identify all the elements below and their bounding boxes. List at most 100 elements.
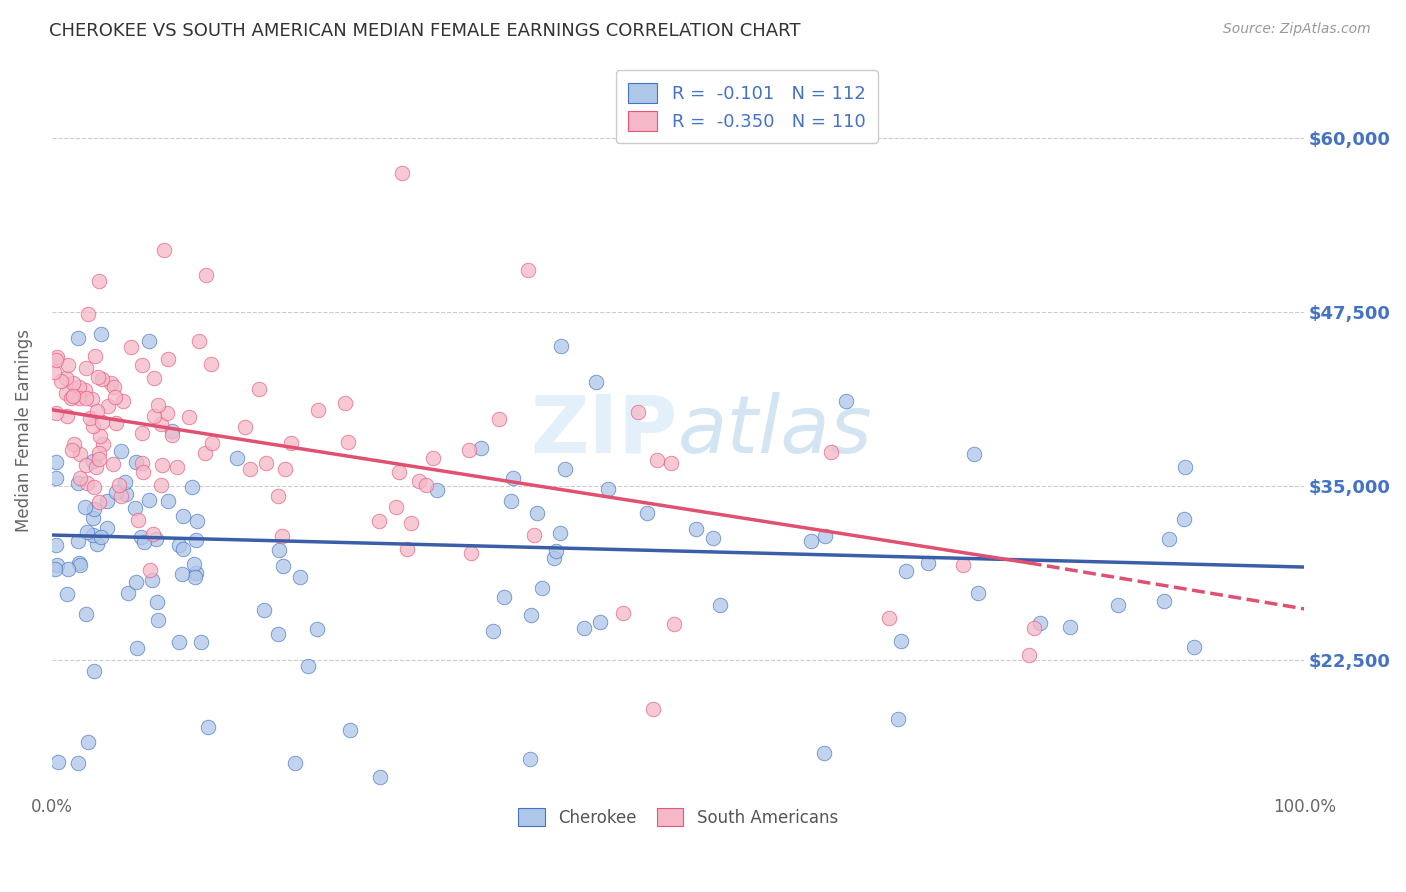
Text: Source: ZipAtlas.com: Source: ZipAtlas.com	[1223, 22, 1371, 37]
Point	[588, 615, 610, 629]
Point	[273, 462, 295, 476]
Point	[1173, 512, 1195, 526]
Point	[58, 358, 80, 372]
Point	[166, 459, 188, 474]
Point	[56, 562, 79, 576]
Point	[1059, 620, 1081, 634]
Point	[82, 511, 104, 525]
Point	[104, 416, 127, 430]
Point	[114, 475, 136, 490]
Point	[835, 394, 858, 409]
Point	[153, 243, 176, 257]
Point	[75, 607, 97, 622]
Point	[270, 529, 292, 543]
Point	[46, 755, 69, 769]
Point	[67, 556, 90, 570]
Point	[49, 374, 72, 388]
Point	[69, 470, 91, 484]
Point	[543, 551, 565, 566]
Point	[967, 586, 990, 600]
Point	[519, 608, 541, 623]
Point	[200, 357, 222, 371]
Point	[574, 620, 596, 634]
Point	[188, 334, 211, 348]
Point	[226, 451, 249, 466]
Point	[69, 447, 91, 461]
Point	[142, 527, 165, 541]
Point	[183, 557, 205, 571]
Point	[641, 702, 664, 716]
Point	[87, 370, 110, 384]
Point	[253, 603, 276, 617]
Point	[148, 398, 170, 412]
Point	[284, 756, 307, 770]
Point	[56, 409, 79, 423]
Point	[55, 371, 77, 385]
Point	[800, 534, 823, 549]
Point	[336, 435, 359, 450]
Point	[481, 624, 503, 638]
Point	[1018, 648, 1040, 662]
Point	[46, 351, 69, 365]
Point	[1182, 640, 1205, 654]
Point	[86, 537, 108, 551]
Point	[172, 542, 194, 557]
Point	[77, 307, 100, 321]
Point	[267, 626, 290, 640]
Point	[89, 274, 111, 288]
Point	[45, 538, 67, 552]
Point	[67, 756, 90, 770]
Point	[160, 428, 183, 442]
Point	[150, 417, 173, 431]
Point	[470, 441, 492, 455]
Point	[254, 456, 277, 470]
Point	[87, 446, 110, 460]
Point	[627, 405, 650, 419]
Point	[127, 513, 149, 527]
Point	[460, 546, 482, 560]
Point	[181, 480, 204, 494]
Point	[890, 634, 912, 648]
Point	[396, 541, 419, 556]
Point	[131, 358, 153, 372]
Point	[1022, 621, 1045, 635]
Point	[149, 478, 172, 492]
Point	[494, 590, 516, 604]
Point	[63, 437, 86, 451]
Point	[139, 563, 162, 577]
Point	[55, 587, 77, 601]
Point	[82, 418, 104, 433]
Point	[190, 635, 212, 649]
Point	[77, 735, 100, 749]
Point	[60, 391, 83, 405]
Point	[879, 611, 901, 625]
Point	[90, 326, 112, 341]
Point	[183, 570, 205, 584]
Point	[502, 471, 524, 485]
Point	[367, 514, 389, 528]
Point	[1157, 532, 1180, 546]
Point	[186, 514, 208, 528]
Point	[117, 585, 139, 599]
Point	[75, 500, 97, 515]
Point	[66, 533, 89, 548]
Point	[83, 664, 105, 678]
Point	[170, 567, 193, 582]
Point	[134, 534, 156, 549]
Point	[685, 522, 707, 536]
Point	[45, 406, 67, 420]
Point	[42, 365, 65, 379]
Point	[645, 452, 668, 467]
Point	[531, 581, 554, 595]
Point	[526, 506, 548, 520]
Point	[388, 465, 411, 479]
Point	[44, 562, 66, 576]
Point	[66, 331, 89, 345]
Y-axis label: Median Female Earnings: Median Female Earnings	[15, 329, 32, 533]
Point	[156, 406, 179, 420]
Point	[267, 489, 290, 503]
Point	[82, 528, 104, 542]
Point	[141, 573, 163, 587]
Point	[131, 425, 153, 440]
Point	[67, 391, 90, 405]
